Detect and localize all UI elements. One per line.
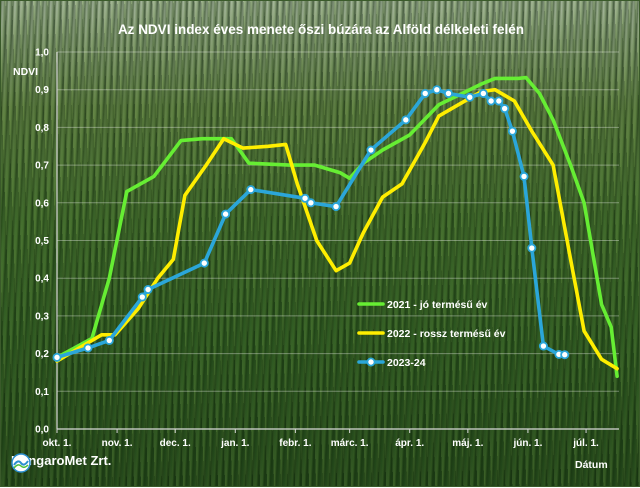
y-axis-label: NDVI — [13, 66, 38, 78]
y-tick-label: 0,5 — [35, 236, 49, 247]
x-tick-label: okt. 1. — [43, 438, 72, 449]
chart-title: Az NDVI index éves menete őszi búzára az… — [118, 22, 524, 37]
x-tick-label: márc. 1. — [331, 438, 369, 449]
series-lines — [52, 75, 619, 379]
y-tick-label: 0,7 — [35, 161, 49, 172]
data-point-3 — [486, 96, 496, 106]
data-point-3 — [366, 145, 376, 155]
logo-text: HungaroMet Zrt. — [11, 453, 112, 468]
data-point-3 — [221, 209, 231, 219]
data-point-3 — [519, 171, 529, 181]
data-point-3 — [507, 126, 517, 136]
data-point-3 — [104, 335, 114, 345]
data-point-3 — [560, 350, 570, 360]
x-tick-label: máj. 1. — [452, 438, 483, 449]
y-tick-label: 1,0 — [35, 48, 49, 59]
data-point-3 — [137, 292, 147, 302]
y-tick-label: 0,6 — [35, 198, 49, 209]
data-point-3 — [300, 193, 310, 203]
legend-label-1: 2021 - jó termésű év — [387, 299, 488, 311]
data-point-3 — [465, 92, 475, 102]
y-tick-label: 0,1 — [35, 387, 49, 398]
x-axis-label: Dátum — [575, 459, 608, 471]
data-point-3 — [306, 198, 316, 208]
data-point-3 — [432, 85, 442, 95]
x-tick-label: jan. 1. — [220, 438, 250, 449]
x-tick-label: dec. 1. — [160, 438, 191, 449]
data-point-3 — [420, 88, 430, 98]
y-tick-label: 0,8 — [35, 123, 49, 134]
x-tick-label: febr. 1. — [279, 438, 311, 449]
data-point-3 — [443, 88, 453, 98]
x-tick-label: ápr. 1. — [395, 438, 424, 449]
x-tick-label: nov. 1. — [102, 438, 133, 449]
grid-lines — [57, 51, 619, 392]
hungaromet-logo-icon — [11, 453, 31, 473]
y-tick-label: 0,3 — [35, 311, 49, 322]
axes: 0,0 0,1 0,2 0,3 0,4 0,5 0,6 0,7 0,8 0,9 1,0 okt. 1.… — [35, 48, 619, 449]
legend-label-3: 2023-24 — [387, 357, 426, 369]
series-line-1 — [55, 75, 619, 379]
y-tick-label: 0,9 — [35, 85, 49, 96]
x-tick-label: jún. 1. — [512, 438, 542, 449]
data-point-3 — [331, 202, 341, 212]
x-tick-label: júl. 1. — [572, 438, 599, 449]
data-point-3 — [246, 185, 256, 195]
data-point-3 — [500, 104, 510, 114]
data-point-3 — [401, 115, 411, 125]
y-tick-label: 0,2 — [35, 349, 49, 360]
data-point-3 — [538, 341, 548, 351]
y-tick-label: 0,0 — [35, 425, 49, 436]
data-point-3 — [83, 343, 93, 353]
data-point-3 — [52, 352, 62, 362]
legend-marker-3 — [366, 357, 376, 367]
data-point-3 — [527, 243, 537, 253]
hungaromet-logo: HungaroMet Zrt. — [11, 453, 112, 473]
y-tick-label: 0,4 — [35, 274, 49, 285]
legend: 2021 - jó termésű év 2022 - rossz termésű… — [357, 299, 506, 369]
data-point-3 — [143, 285, 153, 295]
series-line-2 — [55, 87, 619, 371]
data-point-3 — [199, 258, 209, 268]
data-point-3 — [494, 96, 504, 106]
data-point-3 — [478, 88, 488, 98]
legend-label-2: 2022 - rossz termésű év — [387, 328, 506, 340]
